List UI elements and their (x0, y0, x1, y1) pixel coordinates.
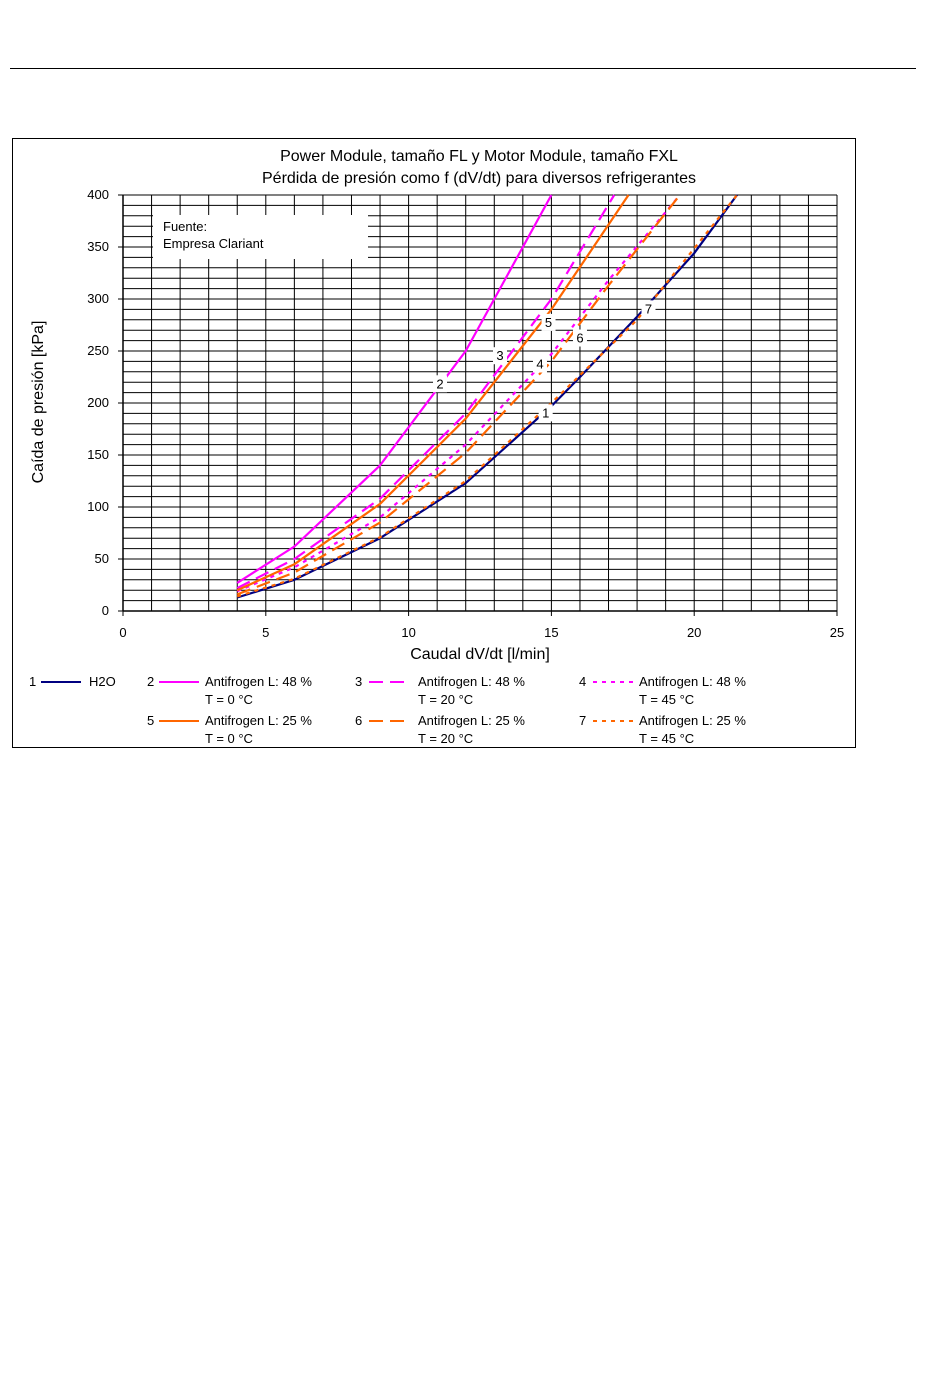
legend-number-2: 2 (147, 674, 154, 689)
y-tick-label: 200 (87, 395, 109, 410)
y-tick-label: 100 (87, 499, 109, 514)
legend-label-3: Antifrogen L: 48 % (418, 674, 525, 689)
source-annotation: Fuente: Empresa Clariant (153, 215, 368, 259)
legend-number-4: 4 (579, 674, 586, 689)
curve-label-bg (532, 355, 547, 373)
curve-label-2: 2 (436, 376, 443, 391)
series-line-6 (236, 194, 681, 596)
series-line-2 (236, 194, 553, 584)
chart-frame: Power Module, tamaño FL y Motor Module, … (12, 138, 856, 748)
legend-label-2: Antifrogen L: 48 % (205, 674, 312, 689)
y-axis-label: Caída de presión [kPa] (30, 321, 47, 484)
curve-label-4: 4 (536, 357, 543, 372)
annotation-line-2: Empresa Clariant (163, 236, 264, 251)
y-tick-label: 0 (102, 603, 109, 618)
chart-title: Power Module, tamaño FL y Motor Module, … (280, 148, 678, 165)
legend-sublabel-2: T = 0 °C (205, 692, 253, 707)
legend-number-6: 6 (355, 713, 362, 728)
legend-sublabel-4: T = 45 °C (639, 692, 694, 707)
x-tick-label: 5 (262, 625, 269, 640)
legend-number-5: 5 (147, 713, 154, 728)
y-tick-label: 50 (95, 551, 109, 566)
x-tick-label: 0 (119, 625, 126, 640)
x-tick-label: 15 (544, 625, 558, 640)
series-line-4 (236, 194, 681, 593)
annotation-box (153, 215, 368, 259)
series-lines (236, 194, 738, 599)
legend-number-7: 7 (579, 713, 586, 728)
curve-label-1: 1 (542, 405, 549, 420)
legend-label-7: Antifrogen L: 25 % (639, 713, 746, 728)
legend-label-6: Antifrogen L: 25 % (418, 713, 525, 728)
legend: 1 H2O 2 Antifrogen L: 48 % T = 0 °C 3 Antifrog… (29, 674, 746, 746)
legend-number-3: 3 (355, 674, 362, 689)
legend-sublabel-6: T = 20 °C (418, 731, 473, 746)
curve-label-6: 6 (576, 331, 583, 346)
y-tick-label: 300 (87, 291, 109, 306)
curve-label-bg (538, 404, 553, 422)
legend-label-5: Antifrogen L: 25 % (205, 713, 312, 728)
curve-label-bg (572, 329, 587, 347)
curve-label-5: 5 (545, 315, 552, 330)
legend-sublabel-3: T = 20 °C (418, 692, 473, 707)
legend-number-1: 1 (29, 674, 36, 689)
curve-label-bg (492, 347, 507, 365)
legend-label-4: Antifrogen L: 48 % (639, 674, 746, 689)
series-line-3 (236, 194, 616, 590)
page-top-rule (10, 68, 916, 69)
x-tick-label: 10 (401, 625, 415, 640)
x-tick-label: 25 (830, 625, 844, 640)
curve-label-3: 3 (496, 348, 503, 363)
series-line-5 (236, 194, 630, 592)
legend-sublabel-7: T = 45 °C (639, 731, 694, 746)
y-tick-label: 400 (87, 187, 109, 202)
curve-label-bg (641, 300, 656, 318)
chart-svg: Power Module, tamaño FL y Motor Module, … (29, 148, 844, 746)
legend-label-1: H2O (89, 674, 116, 689)
curve-label-7: 7 (645, 301, 652, 316)
annotation-line-1: Fuente: (163, 219, 207, 234)
chart-subtitle: Pérdida de presión como f (dV/dt) para d… (262, 170, 696, 187)
legend-sublabel-5: T = 0 °C (205, 731, 253, 746)
curve-labels: 1 2 3 4 5 6 7 (433, 300, 656, 422)
y-tick-label: 250 (87, 343, 109, 358)
curve-label-bg (541, 313, 556, 331)
y-tick-label: 150 (87, 447, 109, 462)
x-axis-label: Caudal dV/dt [l/min] (410, 646, 550, 663)
x-tick-label: 20 (687, 625, 701, 640)
curve-label-bg (433, 375, 448, 393)
y-tick-label: 350 (87, 239, 109, 254)
